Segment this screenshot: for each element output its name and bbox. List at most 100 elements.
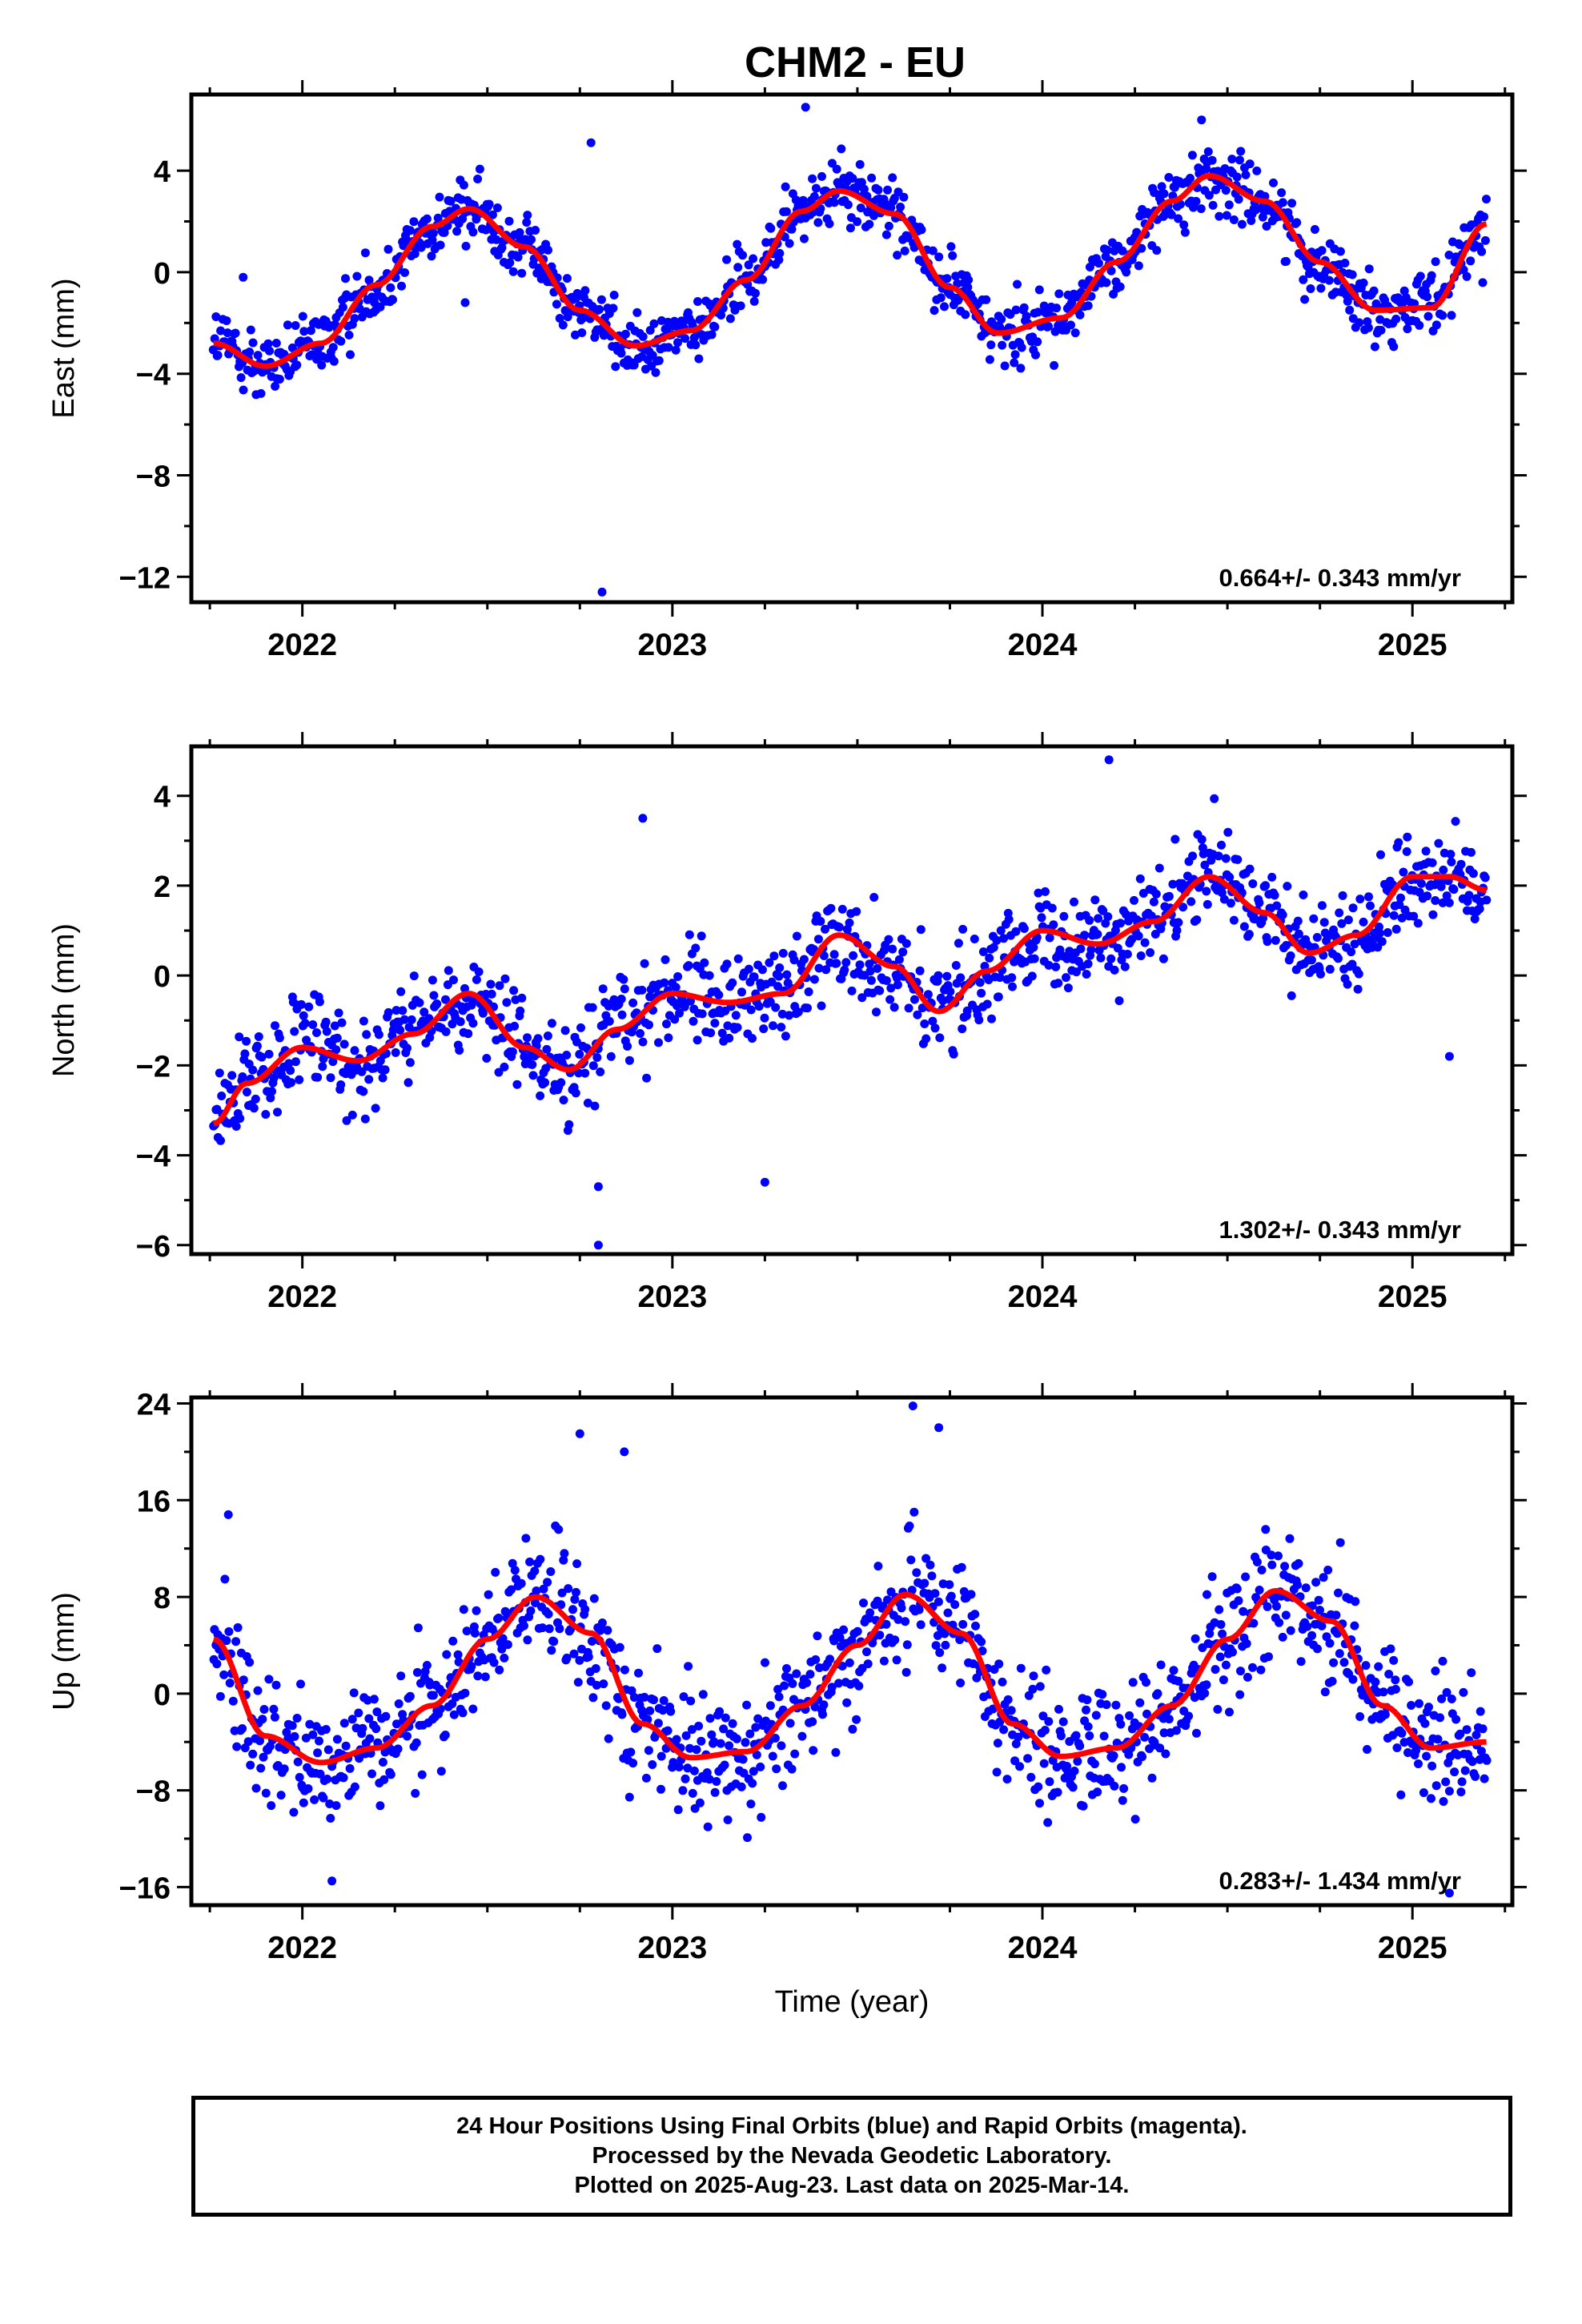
data-point xyxy=(940,1629,950,1638)
data-point xyxy=(942,971,952,981)
data-point xyxy=(720,1760,729,1770)
data-point xyxy=(317,360,327,370)
data-point xyxy=(707,1730,717,1739)
data-point-outlier xyxy=(593,1182,603,1192)
data-point xyxy=(472,215,481,224)
data-point xyxy=(1219,895,1229,904)
data-point xyxy=(746,1799,756,1809)
data-point xyxy=(737,987,746,997)
data-point xyxy=(1072,967,1081,977)
data-point xyxy=(461,241,471,251)
data-point xyxy=(1278,910,1287,919)
data-point xyxy=(1052,304,1062,313)
data-point xyxy=(927,1571,937,1581)
data-point xyxy=(523,1635,532,1645)
data-point xyxy=(893,187,903,197)
data-point-outlier xyxy=(593,1240,603,1250)
data-point xyxy=(495,981,504,991)
data-point xyxy=(558,320,568,330)
data-point xyxy=(768,1751,777,1761)
data-point xyxy=(1000,361,1010,371)
data-point xyxy=(442,1650,452,1659)
data-point xyxy=(1137,243,1146,253)
data-point xyxy=(999,934,1009,943)
data-point xyxy=(714,990,724,999)
data-point xyxy=(1359,278,1368,287)
data-point xyxy=(1375,928,1384,938)
data-point xyxy=(1252,166,1262,175)
data-point xyxy=(654,356,664,365)
data-point xyxy=(298,312,307,321)
y-tick-label: 0 xyxy=(154,1679,171,1712)
data-point xyxy=(564,1120,574,1129)
data-point xyxy=(1134,931,1143,941)
data-point xyxy=(530,1566,540,1576)
data-point xyxy=(1225,872,1235,882)
data-point xyxy=(818,1710,827,1719)
data-point xyxy=(1218,1629,1227,1638)
data-point xyxy=(985,355,994,364)
data-point-outlier xyxy=(239,272,248,282)
data-point xyxy=(1427,858,1437,867)
x-axis-label: Time (year) xyxy=(775,1985,930,2019)
panel-frame xyxy=(189,1395,1515,1908)
data-point xyxy=(525,1557,535,1566)
data-point xyxy=(1229,215,1239,224)
data-point xyxy=(673,338,682,348)
data-point xyxy=(803,1003,812,1013)
y-tick-label: 16 xyxy=(137,1485,171,1518)
data-point xyxy=(347,1110,357,1120)
data-point xyxy=(886,203,896,212)
data-point xyxy=(982,295,991,304)
data-point xyxy=(562,1653,572,1663)
data-point xyxy=(879,1656,889,1666)
data-point xyxy=(661,955,670,964)
data-point xyxy=(265,346,274,356)
data-point xyxy=(543,1578,552,1587)
data-point xyxy=(782,1664,791,1673)
panel-2: 2022 2023 2024 2025 4 2 0 −2 −4 −6 North (mm) 1.302… xyxy=(47,732,1527,1314)
data-point xyxy=(1186,897,1196,907)
data-point xyxy=(386,283,396,292)
data-point xyxy=(1307,1630,1317,1640)
data-point xyxy=(275,375,284,384)
data-point xyxy=(219,1670,229,1679)
data-point xyxy=(595,304,604,314)
data-point xyxy=(691,943,701,953)
data-point xyxy=(881,230,891,239)
data-point xyxy=(1152,246,1162,255)
data-point xyxy=(854,1681,864,1691)
data-point xyxy=(638,332,648,341)
plot-area xyxy=(209,1401,1492,1898)
data-point xyxy=(547,1646,556,1655)
data-point xyxy=(777,1009,787,1019)
data-point xyxy=(1215,211,1224,221)
data-point xyxy=(321,1725,331,1734)
data-point xyxy=(540,1078,550,1088)
data-point xyxy=(512,1080,522,1089)
y-axis-label: Up (mm) xyxy=(47,1592,81,1711)
data-point xyxy=(507,1585,516,1594)
data-point xyxy=(378,1758,387,1767)
data-point xyxy=(372,1707,382,1717)
data-point xyxy=(555,1624,564,1634)
data-point xyxy=(1170,834,1180,844)
data-point xyxy=(800,234,809,243)
data-point xyxy=(598,984,608,994)
data-point xyxy=(494,1613,504,1622)
data-point xyxy=(1427,1761,1437,1771)
x-tick-label: 2025 xyxy=(1378,628,1447,662)
data-point xyxy=(488,210,497,219)
data-point xyxy=(509,986,519,995)
data-point xyxy=(1340,259,1350,267)
data-point xyxy=(689,1016,698,1026)
data-point xyxy=(248,1065,258,1075)
data-point xyxy=(1355,318,1364,328)
data-point xyxy=(978,947,988,956)
y-tick-label: 4 xyxy=(154,155,171,189)
data-point xyxy=(958,924,968,934)
data-point xyxy=(1427,1794,1435,1803)
data-point xyxy=(964,275,974,284)
data-point xyxy=(888,944,897,954)
footer-line-3: Plotted on 2025-Aug-23. Last data on 202… xyxy=(574,2173,1130,2198)
